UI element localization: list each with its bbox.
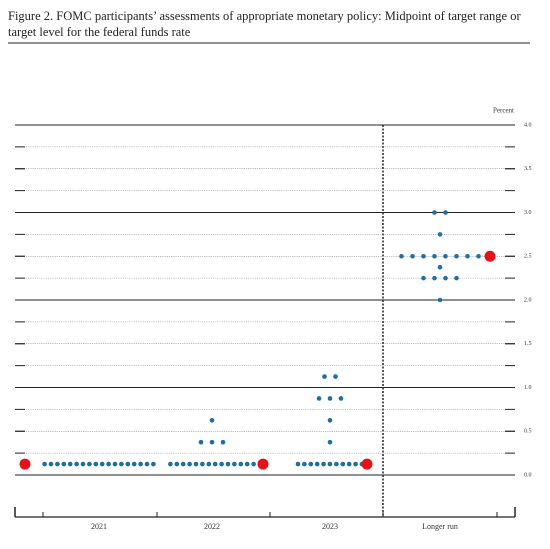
dot [353, 461, 358, 467]
dot [244, 461, 250, 467]
dot [322, 374, 327, 379]
dot [151, 461, 156, 467]
dot [338, 396, 344, 401]
y-tick-label: 2.5 [524, 254, 532, 260]
dot [225, 461, 231, 467]
dot [443, 253, 448, 259]
dot [346, 461, 352, 467]
dot [138, 461, 143, 467]
dot [314, 461, 320, 467]
dot [48, 461, 54, 467]
dot [327, 396, 333, 401]
dot [316, 396, 322, 401]
dot [180, 461, 186, 467]
dot [465, 253, 470, 259]
dot [327, 439, 333, 445]
red-marker [257, 458, 269, 470]
dot [106, 461, 111, 467]
dot [443, 210, 448, 215]
dot [476, 253, 481, 259]
dot [55, 461, 60, 467]
dot [61, 461, 67, 467]
y-tick-label: 3.5 [524, 166, 532, 172]
dot [131, 461, 137, 467]
x-tick-label: 2022 [204, 522, 220, 531]
dot [125, 461, 131, 467]
red-marker [484, 250, 496, 262]
y-axis-label: Percent [493, 107, 514, 115]
dot [251, 461, 256, 467]
dot [168, 461, 173, 467]
y-tick-label: 1.0 [524, 385, 532, 391]
dot [93, 461, 99, 467]
dot [308, 461, 314, 467]
dot [437, 232, 443, 237]
dot [144, 461, 150, 467]
dot [454, 253, 459, 259]
dot [327, 418, 333, 423]
dot [174, 461, 180, 467]
dot [302, 461, 307, 467]
y-tick-label: 0.0 [524, 472, 532, 478]
dot [200, 461, 205, 467]
dot [334, 461, 339, 467]
dot [198, 439, 204, 445]
dot [340, 461, 346, 467]
dot [112, 461, 118, 467]
dot [432, 210, 437, 215]
dot [437, 264, 443, 270]
dot [212, 461, 218, 467]
dot [432, 275, 437, 281]
dot [399, 253, 404, 259]
red-marker [361, 458, 373, 470]
dot [432, 253, 437, 259]
dot [74, 461, 79, 467]
dot [193, 461, 199, 467]
y-tick-label: 2.0 [524, 297, 532, 303]
dot [99, 461, 105, 467]
dot [443, 275, 448, 281]
dot [87, 461, 92, 467]
dot [238, 461, 244, 467]
dot [321, 461, 326, 467]
x-tick-label: Longer run [422, 522, 458, 531]
dot [42, 461, 47, 467]
y-tick-label: 3.0 [524, 210, 532, 216]
dot [206, 461, 212, 467]
dot [220, 439, 226, 445]
dot [421, 275, 426, 281]
dot [421, 253, 426, 259]
chart-title: Figure 2. FOMC participants’ assessments… [8, 9, 521, 39]
red-marker [19, 458, 31, 470]
dot [119, 461, 124, 467]
y-tick-label: 1.5 [524, 341, 532, 347]
dot [437, 297, 443, 303]
dot [295, 461, 301, 467]
y-tick-label: 0.5 [524, 429, 532, 435]
dot [454, 275, 459, 281]
x-tick-label: 2023 [322, 522, 338, 531]
dot [219, 461, 224, 467]
dot [80, 461, 86, 467]
dot [232, 461, 237, 467]
dot [209, 418, 215, 423]
dot [410, 253, 415, 259]
dot [327, 461, 333, 467]
dot [67, 461, 73, 467]
dot [333, 374, 338, 379]
dot [187, 461, 192, 467]
y-tick-label: 4.0 [524, 122, 532, 128]
dot [209, 439, 215, 445]
x-tick-label: 2021 [91, 522, 107, 531]
